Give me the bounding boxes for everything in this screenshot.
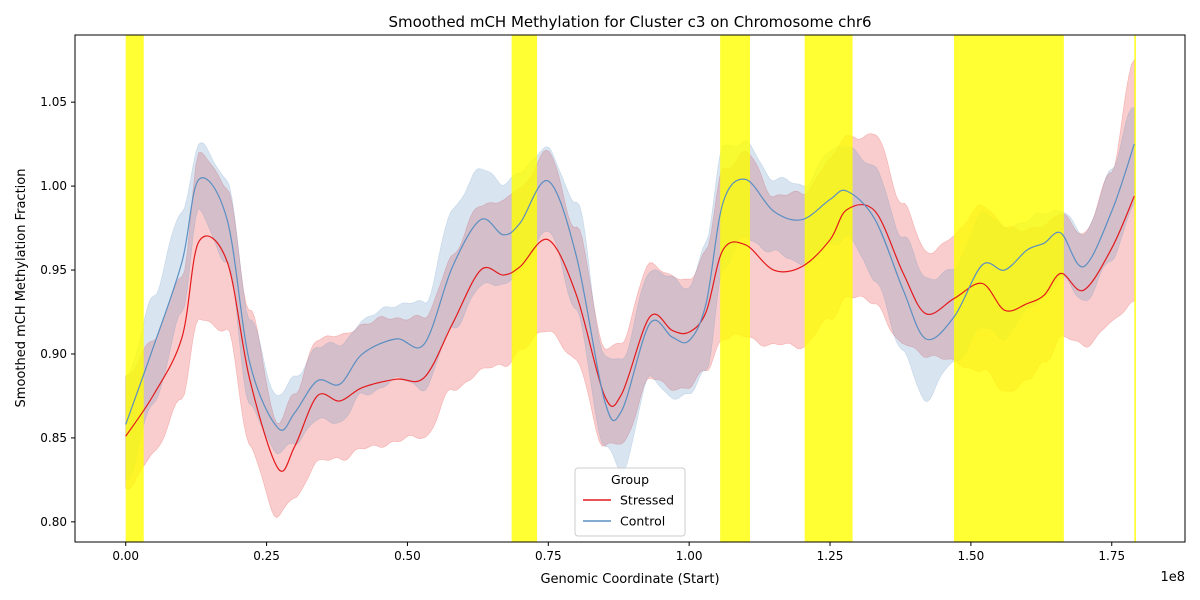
y-tick-label: 0.85: [40, 431, 67, 445]
x-tick-label: 1.25: [817, 549, 844, 563]
legend: Group Stressed Control: [574, 467, 686, 537]
x-tick-label: 0.00: [112, 549, 139, 563]
highlight-region: [511, 35, 538, 542]
plot-frame: [74, 34, 1186, 543]
x-tick-label: 0.25: [253, 549, 280, 563]
plot-content: [125, 35, 1136, 542]
highlight-region: [125, 35, 144, 542]
chart-title: Smoothed mCH Methylation for Cluster c3 …: [388, 13, 871, 31]
x-tick-label: 1.00: [676, 549, 703, 563]
legend-label-control: Control: [620, 514, 665, 529]
y-tick-label: 0.95: [40, 263, 67, 277]
plot-area: [125, 35, 1136, 542]
series-line-stressed: [125, 195, 1135, 472]
highlight-region: [953, 35, 1064, 542]
legend-title: Group: [611, 472, 649, 487]
y-tick-label: 1.00: [40, 179, 67, 193]
y-axis: 0.80 0.85 0.90 0.95 1.00 1.05: [40, 95, 75, 529]
y-tick-label: 1.05: [40, 95, 67, 109]
x-tick-label: 0.75: [535, 549, 562, 563]
legend-box: [574, 467, 686, 537]
y-axis-label: Smoothed mCH Methylation Fraction: [14, 169, 29, 408]
x-tick-label: 0.50: [394, 549, 421, 563]
legend-label-stressed: Stressed: [620, 493, 674, 508]
x-axis-offset-label: 1e8: [1160, 570, 1185, 585]
x-axis: 0.00 0.25 0.50 0.75 1.00 1.25 1.50 1.75: [112, 542, 1125, 563]
highlight-region: [720, 35, 751, 542]
x-tick-label: 1.50: [958, 549, 985, 563]
highlight-region: [1134, 35, 1136, 542]
y-tick-label: 0.90: [40, 347, 67, 361]
x-axis-label: Genomic Coordinate (Start): [540, 572, 719, 587]
x-tick-label: 1.75: [1098, 549, 1125, 563]
series-line-control: [125, 143, 1135, 431]
highlight-region: [804, 35, 853, 542]
y-tick-label: 0.80: [40, 515, 67, 529]
